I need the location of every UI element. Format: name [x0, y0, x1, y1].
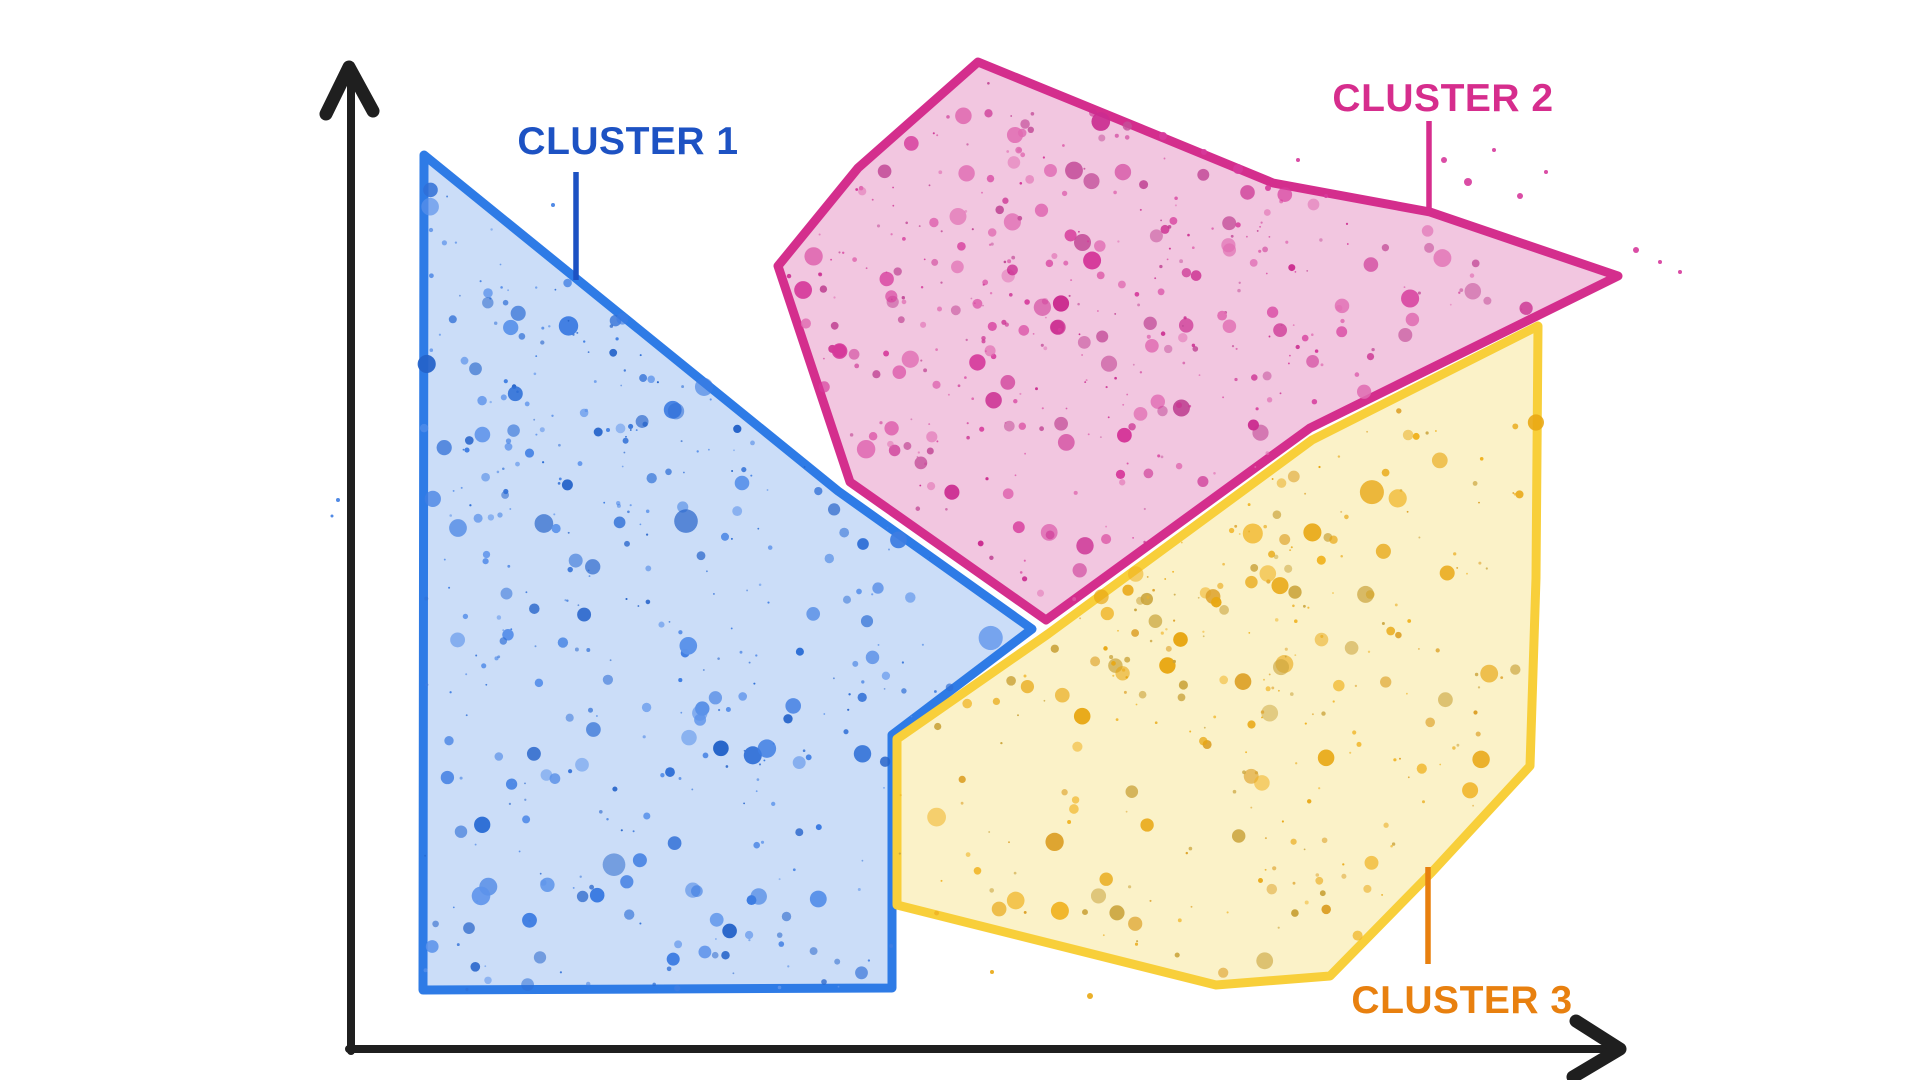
cluster-3-dots — [898, 408, 1544, 999]
cluster-1-label: CLUSTER 1 — [517, 120, 739, 163]
cluster-dots — [330, 81, 1682, 999]
x-axis-arrowhead-icon — [1566, 1014, 1627, 1080]
y-axis-arrowhead-icon — [319, 60, 380, 121]
cluster-2-dots — [786, 81, 1682, 602]
cluster-regions — [418, 57, 1623, 995]
cluster-2-region — [773, 57, 1623, 625]
cluster-2-label: CLUSTER 2 — [1332, 77, 1554, 120]
cluster-1-dots — [330, 182, 1003, 992]
axes — [319, 60, 1627, 1080]
cluster-3-label: CLUSTER 3 — [1351, 979, 1573, 1022]
cluster-1-region — [418, 150, 1037, 995]
label-leader-lines — [573, 121, 1432, 964]
